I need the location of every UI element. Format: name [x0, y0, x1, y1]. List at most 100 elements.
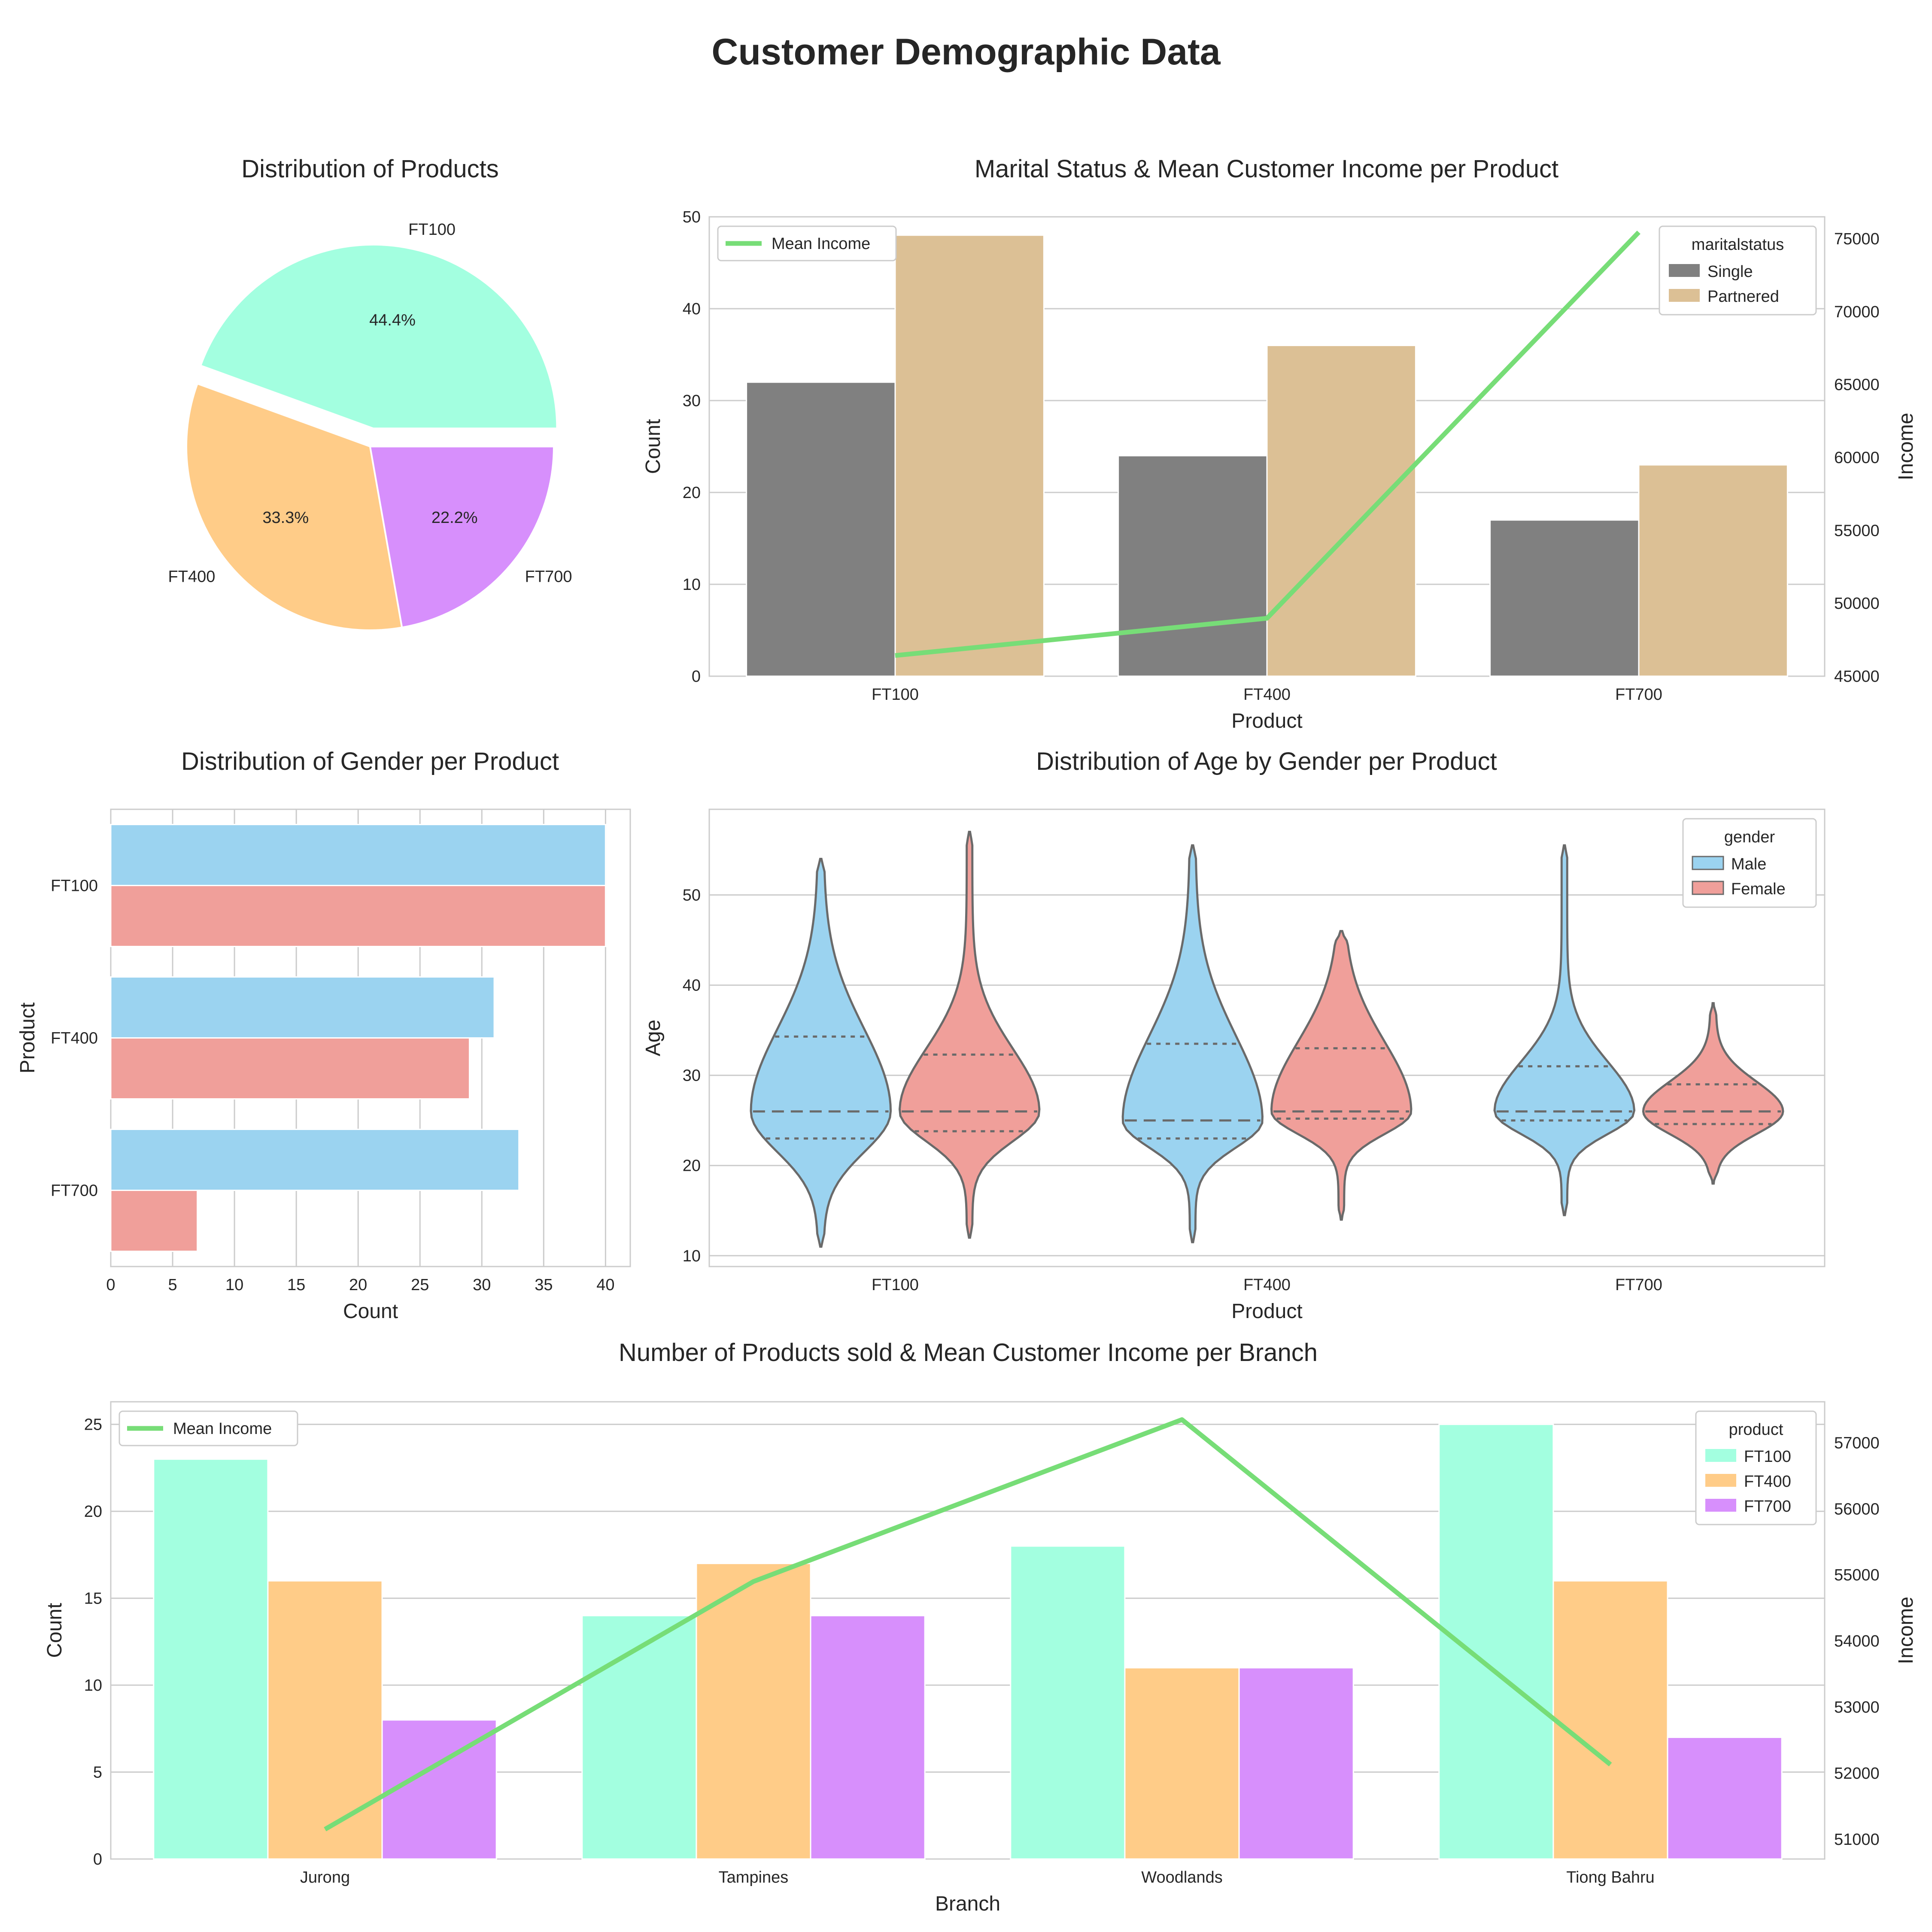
branch-legend-title: product — [1729, 1421, 1783, 1439]
branch-income-chart-panel: Number of Products sold & Mean Customer … — [43, 1339, 1917, 1915]
branch-legend-label-ft700: FT700 — [1744, 1498, 1791, 1516]
gender-chart-panel: Distribution of Gender per Product 0 5 10 15… — [16, 747, 631, 1323]
marital-y2tick-label: 50000 — [1834, 595, 1880, 613]
pie-label-ft700: FT700 — [525, 568, 572, 586]
branch-ytick-label: 20 — [84, 1503, 102, 1521]
violin-legend-swatch-male — [1692, 856, 1724, 870]
gender-xtick-label: 35 — [535, 1276, 553, 1294]
branch-y2tick-label: 54000 — [1834, 1632, 1880, 1650]
marital-xlabel: Product — [1231, 710, 1302, 732]
marital-line-legend-label: Mean Income — [772, 235, 870, 253]
violin-legend-label-female: Female — [1731, 880, 1786, 898]
marital-bar-single-ft100 — [746, 381, 896, 677]
branch-y2tick-label: 57000 — [1834, 1434, 1880, 1452]
gender-bar-male-ft700 — [110, 1129, 520, 1191]
violin-male-ft100 — [750, 858, 892, 1248]
gender-ytick-label: FT400 — [51, 1030, 98, 1048]
marital-legend-swatch-partnered — [1669, 289, 1700, 302]
marital-mean-income-line — [895, 231, 1640, 658]
branch-y2tick-label: 55000 — [1834, 1566, 1880, 1584]
branch-ytick-label: 5 — [93, 1764, 102, 1782]
branch-xtick-label: Woodlands — [1141, 1868, 1222, 1886]
branch-bar-ft400-woodlands — [1124, 1667, 1240, 1860]
branch-bar-ft400-tampines — [696, 1563, 811, 1860]
branch-title: Number of Products sold & Mean Customer … — [619, 1339, 1318, 1367]
gender-ytick-label: FT700 — [51, 1182, 98, 1200]
gender-ytick-label: FT100 — [51, 877, 98, 895]
violin-legend-label-male: Male — [1731, 855, 1766, 873]
gender-xtick-label: 25 — [411, 1276, 429, 1294]
violin-ylabel: Age — [642, 1020, 665, 1056]
branch-legend-label-ft100: FT100 — [1744, 1448, 1791, 1466]
violin-ytick-label: 40 — [683, 977, 701, 995]
branch-line-legend-box — [118, 1410, 298, 1446]
marital-income-chart-panel: Marital Status & Mean Customer Income pe… — [642, 155, 1917, 732]
branch-legend-swatch-ft400 — [1705, 1474, 1736, 1487]
marital-ylabel: Count — [642, 419, 665, 474]
violin-legend-title: gender — [1724, 828, 1775, 846]
violin-xtick-label: FT100 — [872, 1276, 919, 1294]
pie-pct-ft700: 22.2% — [431, 509, 478, 527]
branch-legend-label-ft400: FT400 — [1744, 1473, 1791, 1491]
violin-xlabel: Product — [1231, 1300, 1302, 1323]
branch-ylabel: Count — [43, 1603, 66, 1658]
violin-female-ft700 — [1642, 1002, 1784, 1185]
branch-bar-ft100-jurong — [153, 1458, 269, 1860]
gender-bar-male-ft100 — [110, 824, 606, 886]
marital-xtick-label: FT400 — [1243, 686, 1291, 704]
branch-ytick-label: 0 — [93, 1850, 102, 1868]
branch-ytick-label: 25 — [84, 1416, 102, 1434]
page-title: Customer Demographic Data — [711, 31, 1221, 73]
branch-xtick-label: Tampines — [719, 1868, 789, 1886]
pie-label-ft400: FT400 — [168, 568, 216, 586]
branch-y2tick-label: 56000 — [1834, 1500, 1880, 1518]
pie-slice-ft700 — [369, 446, 555, 629]
violin-xtick-label: FT400 — [1243, 1276, 1291, 1294]
age-violin-chart-panel: Distribution of Age by Gender per Produc… — [642, 747, 1826, 1323]
branch-legend-swatch-ft700 — [1705, 1499, 1736, 1512]
branch-mean-income-line — [324, 1417, 1612, 1832]
violin-plot-area — [708, 808, 1826, 1267]
marital-xtick-label: FT100 — [872, 686, 919, 704]
branch-xlabel: Branch — [935, 1893, 1000, 1915]
gender-xtick-label: 30 — [473, 1276, 491, 1294]
marital-legend-title: maritalstatus — [1692, 236, 1784, 254]
branch-bar-ft400-jurong — [267, 1580, 383, 1860]
marital-ytick-label: 0 — [692, 668, 701, 686]
marital-legend-label-single: Single — [1707, 263, 1753, 281]
pie-slice-ft100 — [199, 243, 558, 429]
marital-title: Marital Status & Mean Customer Income pe… — [975, 155, 1558, 183]
branch-xtick-label: Jurong — [300, 1868, 350, 1886]
pie-chart-panel: Distribution of Products FT100 44.4% FT400 3… — [168, 155, 572, 631]
marital-y2tick-label: 75000 — [1834, 230, 1880, 248]
marital-bar-partnered-ft700 — [1638, 464, 1788, 677]
marital-y2tick-label: 65000 — [1834, 376, 1880, 394]
violin-ytick-label: 10 — [683, 1247, 701, 1265]
marital-ytick-label: 40 — [683, 300, 701, 318]
branch-ytick-label: 15 — [84, 1590, 102, 1608]
violin-xtick-label: FT700 — [1615, 1276, 1662, 1294]
branch-y2label: Income — [1895, 1597, 1917, 1664]
branch-y2tick-label: 52000 — [1834, 1765, 1880, 1783]
gender-title: Distribution of Gender per Product — [181, 747, 559, 775]
gender-xtick-label: 20 — [349, 1276, 367, 1294]
marital-bar-single-ft700 — [1489, 519, 1640, 677]
violin-male-ft400 — [1121, 844, 1264, 1243]
violin-ytick-label: 20 — [683, 1157, 701, 1175]
marital-y2tick-label: 70000 — [1834, 303, 1880, 321]
violin-legend-swatch-female — [1692, 881, 1724, 895]
violin-ytick-label: 30 — [683, 1067, 701, 1085]
branch-legend-box — [1695, 1410, 1817, 1525]
gender-xtick-label: 0 — [106, 1276, 115, 1294]
pie-title: Distribution of Products — [241, 155, 499, 183]
branch-legend-swatch-ft100 — [1705, 1449, 1736, 1462]
marital-ytick-label: 20 — [683, 484, 701, 502]
branch-xtick-label: Tiong Bahru — [1566, 1868, 1655, 1886]
gender-ylabel: Product — [16, 1002, 39, 1073]
marital-ytick-label: 30 — [683, 392, 701, 410]
branch-line-legend-label: Mean Income — [173, 1420, 272, 1438]
violin-male-ft700 — [1493, 844, 1636, 1216]
marital-ytick-label: 10 — [683, 576, 701, 594]
branch-bar-ft700-tampines — [810, 1615, 926, 1860]
